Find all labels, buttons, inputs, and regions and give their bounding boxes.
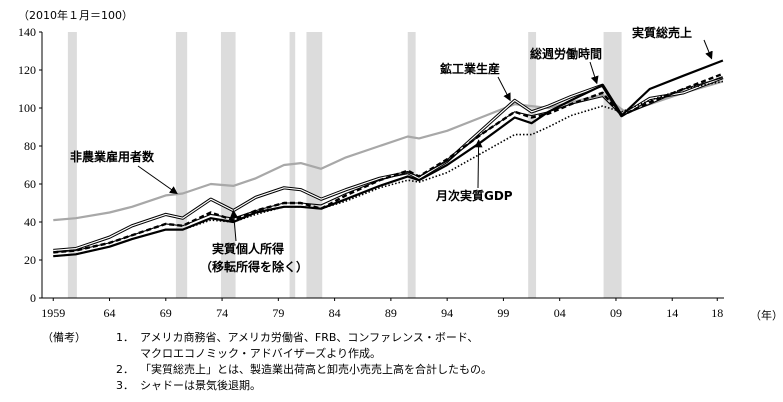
recession-band	[603, 32, 622, 298]
note-text: 「実質総売上」とは、製造業出荷高と卸売小売売上高を合計したもの。	[140, 363, 492, 376]
recession-band	[175, 32, 188, 298]
notes: （備考） 1． アメリカ商務省、アメリカ労働省、FRB、コンファレンス・ボード、…	[42, 330, 742, 394]
series-line	[53, 59, 724, 258]
label-industrial-production: 鉱工業生産	[440, 61, 500, 76]
x-tick-labels: 1959 64 69 74 79 84 89 94 99 04 09 14 18	[41, 298, 723, 320]
unit-label: （2010年１月＝100）	[18, 8, 133, 22]
x-tick-label: 69	[160, 306, 172, 320]
recession-band	[67, 32, 77, 298]
x-tick-label: 04	[554, 306, 566, 320]
label-excluding-transfers: （移転所得を除く）	[200, 259, 308, 274]
x-tick-label: 99	[497, 306, 509, 320]
series-lines	[53, 59, 724, 258]
x-tick-label: 09	[610, 306, 622, 320]
series-line	[53, 77, 724, 253]
x-tick-label: 79	[272, 306, 284, 320]
notes-head: （備考）	[42, 331, 86, 344]
annotations: 実質総売上 総週労働時間 鉱工業生産 非農業雇用者数 月次実質GDP 実質個人所…	[70, 25, 713, 274]
recession-band	[528, 32, 537, 298]
arrow-real-personal-income	[229, 209, 238, 242]
note-line: アメリカ商務省、アメリカ労働省、FRB、コンファレンス・ボード、	[140, 331, 479, 344]
label-real-total-sales: 実質総売上	[632, 25, 692, 40]
recession-band	[407, 32, 416, 298]
note-text: シャドーは景気後退期。	[140, 379, 261, 392]
recession-band	[220, 32, 236, 298]
x-unit-label: （年）	[750, 308, 783, 322]
arrow-industrial-production	[497, 76, 511, 102]
x-tick-label: 74	[216, 306, 228, 320]
y-tick-label: 0	[30, 291, 36, 305]
y-tick-label: 80	[24, 139, 36, 153]
axes	[41, 32, 724, 299]
y-tick-label: 60	[24, 177, 36, 191]
arrow-monthly-real-gdp	[474, 139, 483, 189]
note-row-3: 3． シャドーは景気後退期。	[42, 378, 742, 394]
y-tick-label: 120	[18, 63, 36, 77]
recession-band	[306, 32, 323, 298]
y-tick-label: 100	[18, 101, 36, 115]
x-tick-label: 1959	[41, 306, 65, 320]
y-tick-label: 40	[24, 215, 36, 229]
note-number: 1．	[116, 331, 134, 344]
x-tick-label: 18	[711, 306, 723, 320]
x-tick-label: 14	[666, 306, 678, 320]
x-tick-label: 89	[385, 306, 397, 320]
y-tick-label: 140	[18, 25, 36, 39]
x-tick-label: 94	[441, 306, 453, 320]
note-line: マクロエコノミック・アドバイザーズより作成。	[140, 347, 382, 360]
note-row-2: 2． 「実質総売上」とは、製造業出荷高と卸売小売売上高を合計したもの。	[42, 362, 742, 378]
arrow-real-total-sales	[703, 39, 713, 60]
series-line	[53, 80, 724, 257]
y-tick-label: 20	[24, 253, 36, 267]
label-monthly-real-gdp: 月次実質GDP	[435, 188, 513, 203]
note-number: 2．	[116, 363, 134, 376]
label-nonfarm-payrolls: 非農業雇用者数	[70, 149, 155, 164]
note-text: アメリカ商務省、アメリカ労働省、FRB、コンファレンス・ボード、 マクロエコノミ…	[140, 330, 742, 362]
x-tick-label: 84	[329, 306, 341, 320]
recession-shading	[67, 32, 622, 298]
arrow-total-weekly-hours	[589, 61, 599, 85]
x-tick-label: 64	[104, 306, 116, 320]
chart: （2010年１月＝100） 0 20 40 60 80 100 120 140 1959 64 6…	[18, 8, 783, 322]
note-row-1: （備考） 1． アメリカ商務省、アメリカ労働省、FRB、コンファレンス・ボード、…	[42, 330, 742, 362]
label-real-personal-income: 実質個人所得	[212, 241, 284, 256]
arrow-nonfarm-payrolls	[137, 165, 178, 195]
series-line-inner	[53, 77, 724, 252]
note-number: 3．	[116, 379, 134, 392]
label-total-weekly-hours: 総週労働時間	[530, 46, 602, 61]
series-line	[53, 76, 724, 253]
y-tick-labels: 0 20 40 60 80 100 120 140	[18, 25, 42, 305]
